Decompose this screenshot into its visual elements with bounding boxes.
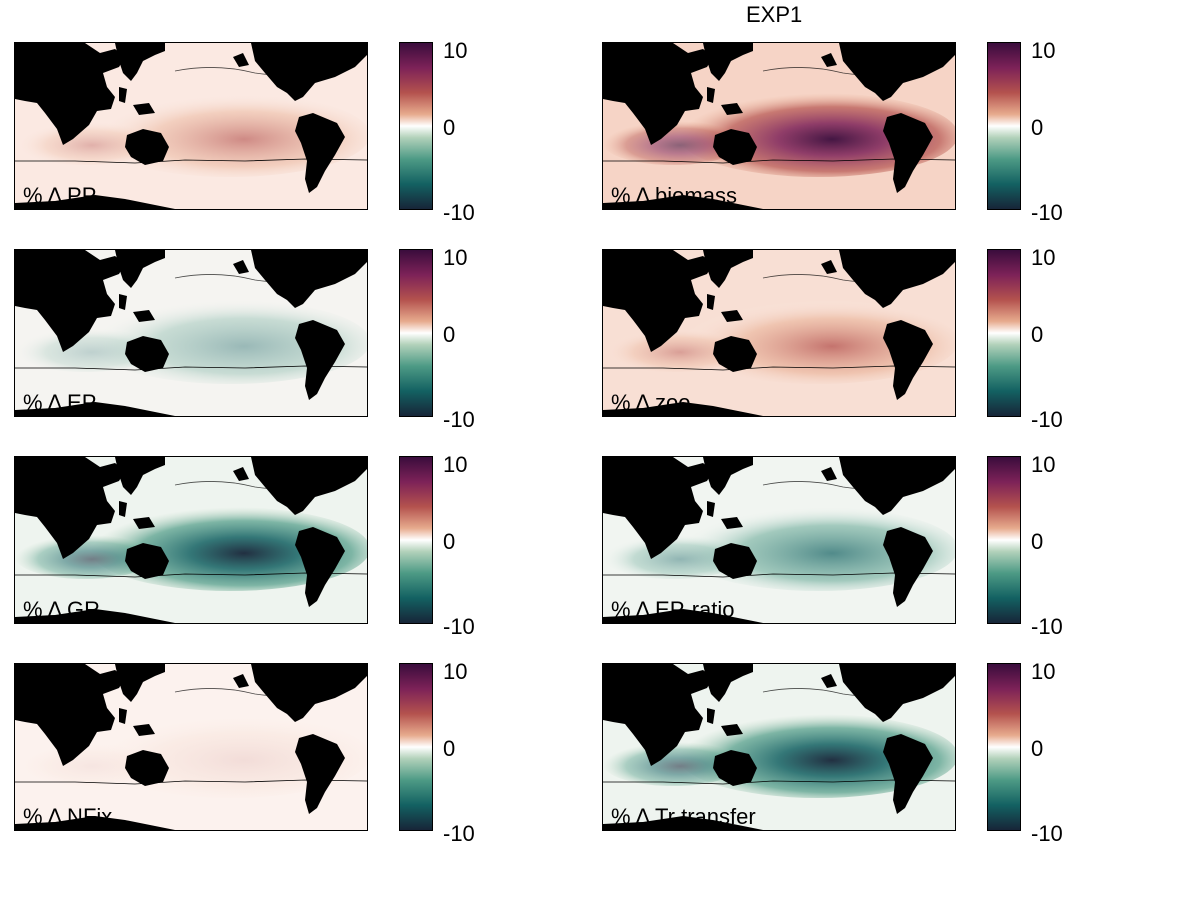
colorbar-tick-label: -10 [1031, 407, 1063, 432]
colorbar [399, 42, 433, 210]
panel-label: % Δ zoo [611, 390, 691, 415]
colorbar-tick-label: 0 [443, 529, 456, 554]
map-svg [15, 457, 367, 623]
colorbar [987, 249, 1021, 417]
map-svg [603, 457, 955, 623]
colorbar-tick-label: 0 [1031, 529, 1044, 554]
map-svg [15, 664, 367, 830]
map-svg [15, 250, 367, 416]
panel-label: % Δ EP [23, 390, 97, 415]
colorbar-tick-label: -10 [443, 200, 475, 225]
colorbar-tick-label: 10 [1031, 659, 1056, 684]
colorbar [987, 42, 1021, 210]
anomaly-band-indian [603, 742, 743, 786]
colorbar [399, 663, 433, 831]
panel-label: % Δ PP [23, 183, 97, 208]
colorbar-tick-label: 10 [443, 659, 468, 684]
colorbar-tick-label: 0 [443, 736, 456, 761]
panel-label: % Δ Tr transfer [611, 804, 756, 829]
figure-title: EXP1 [746, 2, 803, 27]
panel-label: % Δ biomass [611, 183, 737, 208]
anomaly-band-indian [15, 535, 155, 579]
colorbar-tick-label: 10 [443, 38, 468, 63]
map-heatmap: % Δ Tr transfer [602, 663, 956, 831]
colorbar-tick-label: 10 [1031, 245, 1056, 270]
map-svg [603, 43, 955, 209]
map-heatmap: % Δ biomass [602, 42, 956, 210]
colorbar-tick-label: -10 [1031, 614, 1063, 639]
anomaly-band-indian [15, 328, 155, 372]
colorbar-tick-label: 10 [443, 245, 468, 270]
anomaly-band-indian [603, 535, 743, 579]
panel-label: % Δ GR [23, 597, 101, 622]
anomaly-band-indian [15, 121, 155, 165]
map-heatmap: % Δ zoo [602, 249, 956, 417]
anomaly-band-indian [603, 328, 743, 372]
colorbar-tick-label: -10 [443, 614, 475, 639]
colorbar-tick-label: 10 [443, 452, 468, 477]
colorbar [399, 249, 433, 417]
anomaly-band-indian [15, 742, 155, 786]
anomaly-band-indian [603, 121, 743, 165]
map-heatmap: % Δ GR [14, 456, 368, 624]
colorbar [987, 663, 1021, 831]
colorbar-tick-label: -10 [443, 407, 475, 432]
colorbar-tick-label: 0 [1031, 115, 1044, 140]
panel-label: % Δ EP-ratio [611, 597, 735, 622]
colorbar-tick-label: -10 [1031, 200, 1063, 225]
panel-label: % Δ NFix [23, 804, 113, 829]
map-heatmap: % Δ EP [14, 249, 368, 417]
map-heatmap: % Δ EP-ratio [602, 456, 956, 624]
map-heatmap: % Δ NFix [14, 663, 368, 831]
colorbar-tick-label: 0 [443, 322, 456, 347]
colorbar-tick-label: -10 [1031, 821, 1063, 846]
map-svg [603, 664, 955, 830]
map-svg [15, 43, 367, 209]
colorbar-tick-label: 10 [1031, 38, 1056, 63]
map-heatmap: % Δ PP [14, 42, 368, 210]
colorbar-tick-label: 10 [1031, 452, 1056, 477]
colorbar-tick-label: 0 [1031, 322, 1044, 347]
map-svg [603, 250, 955, 416]
colorbar-tick-label: 0 [1031, 736, 1044, 761]
colorbar-tick-label: -10 [443, 821, 475, 846]
colorbar [399, 456, 433, 624]
colorbar-tick-label: 0 [443, 115, 456, 140]
colorbar [987, 456, 1021, 624]
